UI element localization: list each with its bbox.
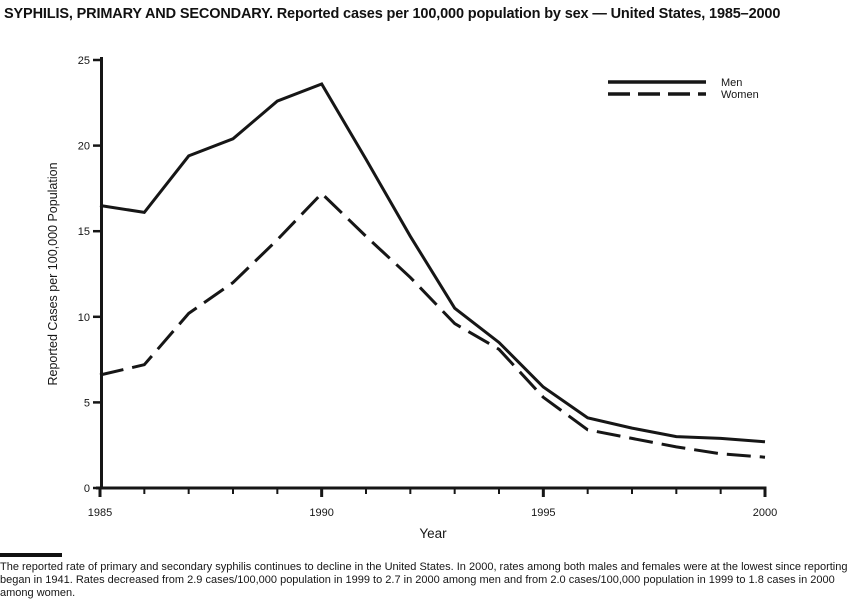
y-axis-title: Reported Cases per 100,000 Population [46,162,60,385]
y-tick-label: 20 [78,141,90,153]
x-tick-label: 2000 [753,507,777,519]
legend: Men Women [608,77,759,101]
data-series [99,82,766,459]
y-tick-label: 25 [78,55,90,67]
y-tick-label: 5 [84,397,90,409]
x-axis-title: Year [419,526,447,541]
footer-divider-bar [0,553,62,557]
y-axis-ticks: 0 5 10 15 20 25 [78,55,100,495]
legend-women-label: Women [721,89,759,101]
footer: The reported rate of primary and seconda… [0,553,858,601]
series-line-men [99,82,766,444]
footer-note: The reported rate of primary and seconda… [0,561,848,600]
legend-men-label: Men [721,77,742,89]
y-tick-label: 10 [78,312,90,324]
x-tick-label: 1985 [88,507,112,519]
x-axis-ticks: 1985 1990 1995 2000 [88,488,777,519]
y-tick-label: 0 [84,483,90,495]
y-tick-label: 15 [78,226,90,238]
x-tick-label: 1990 [309,507,333,519]
series-line-women [99,191,766,459]
chart-title: SYPHILIS, PRIMARY AND SECONDARY. Reporte… [4,6,781,22]
x-tick-label: 1995 [531,507,555,519]
